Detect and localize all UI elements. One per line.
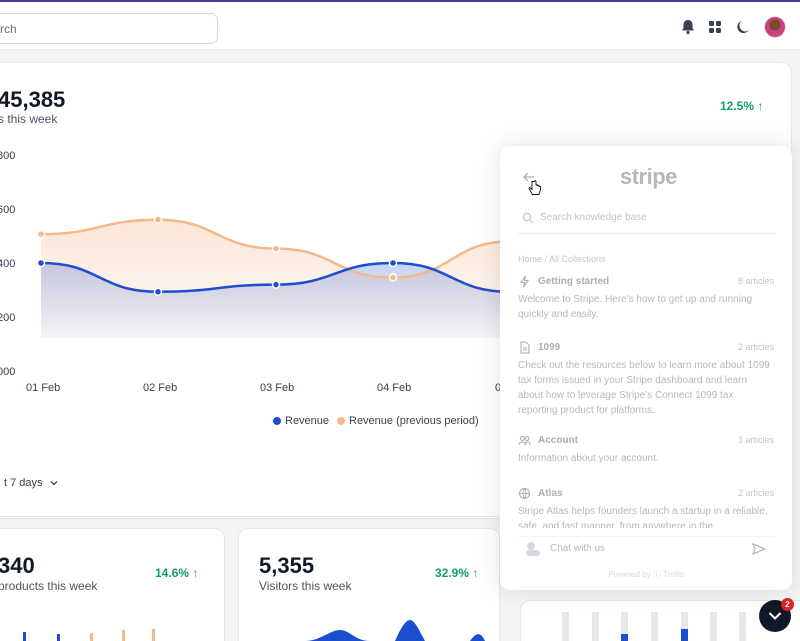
y-tick-label: 000	[0, 366, 16, 378]
users-icon	[518, 435, 531, 446]
chevron-down-icon	[50, 481, 57, 486]
products-value: 340	[0, 553, 35, 578]
mini-area	[395, 620, 425, 641]
collection-description: Information about your account.	[518, 453, 659, 464]
collection-count: 3 articles	[737, 435, 774, 445]
moon-icon[interactable]	[733, 17, 753, 37]
y-tick-label: 200	[0, 312, 16, 324]
mini-bar-track	[710, 612, 717, 641]
bell-icon[interactable]	[678, 17, 698, 37]
top-bar: rch	[0, 0, 800, 50]
mini-charts	[23, 620, 485, 641]
x-tick-label: 04 Feb	[377, 382, 412, 394]
range-selector[interactable]: t 7 days	[4, 477, 59, 489]
search-icon	[522, 212, 534, 224]
mini-bar	[90, 633, 93, 641]
notification-badge: 2	[781, 598, 794, 611]
mini-bar	[57, 634, 60, 641]
search-placeholder: rch	[0, 22, 17, 36]
products-stat-card: 340 products this week 14.6% ↑	[0, 528, 225, 641]
legend-label: Revenue (previous period)	[349, 415, 479, 427]
collection-title: Getting started	[538, 276, 610, 287]
search-input[interactable]: rch	[0, 13, 218, 44]
collection-count: 2 articles	[737, 488, 774, 498]
revenue-caption: s this week	[0, 112, 58, 126]
knowledge-search-input[interactable]: Search knowledge base	[518, 204, 776, 234]
mini-bar	[122, 630, 125, 641]
collection-description: Welcome to Stripe. Here's how to get up …	[518, 294, 753, 320]
stripe-logo: stripe	[620, 164, 677, 189]
apps-grid-icon[interactable]	[705, 17, 725, 37]
legend-revenue[interactable]: Revenue	[273, 415, 329, 427]
document-icon	[520, 341, 530, 354]
collection-atlas[interactable]: Atlas 2 articles Stripe Atlas helps foun…	[518, 488, 774, 528]
globe-icon	[518, 488, 531, 500]
mini-bar	[23, 632, 26, 641]
help-widget: stripe Search knowledge base Home / All …	[500, 146, 792, 590]
breadcrumb[interactable]: Home / All Collections	[518, 254, 606, 264]
collection-title: Atlas	[538, 488, 563, 499]
mini-area	[470, 634, 485, 641]
y-tick-label: 400	[0, 258, 16, 270]
hand-cursor-icon	[528, 180, 541, 195]
mini-bar	[681, 629, 688, 641]
collection-description: Check out the resources below to learn m…	[518, 360, 770, 416]
x-tick-label: 0	[495, 382, 502, 394]
revenue-total: 45,385	[0, 87, 66, 112]
powered-by: Powered by ⓘ Trellis	[608, 570, 684, 579]
mini-bar	[152, 629, 155, 641]
visitors-value: 5,355	[259, 553, 315, 578]
chat-with-us-button[interactable]: Chat with us	[550, 543, 606, 554]
team-avatars-icon	[526, 542, 540, 556]
legend-dot	[273, 417, 281, 425]
collection-count: 2 articles	[737, 342, 774, 352]
mini-bar	[621, 634, 628, 641]
y-tick-label: 800	[0, 150, 16, 162]
card-divider	[0, 516, 541, 517]
collection-title: 1099	[538, 342, 561, 353]
widget-content: stripe Search knowledge base Home / All …	[500, 146, 792, 590]
knowledge-search-placeholder: Search knowledge base	[540, 212, 647, 223]
products-caption: products this week	[0, 579, 98, 593]
chevron-down-icon	[768, 612, 782, 620]
legend-dot	[337, 417, 345, 425]
x-tick-label: 03 Feb	[260, 382, 295, 394]
chat-launcher-button[interactable]	[759, 600, 791, 632]
mini-bar-track	[592, 612, 599, 641]
mini-bars-right	[562, 612, 746, 641]
x-tick-label: 01 Feb	[26, 382, 61, 394]
collection-getting-started[interactable]: Getting started 8 articles Welcome to St…	[518, 275, 774, 326]
visitors-stat-card: 5,355 Visitors this week 32.9% ↑	[238, 528, 500, 641]
collection-description: Stripe Atlas helps founders launch a sta…	[518, 506, 768, 528]
bolt-icon	[519, 275, 530, 288]
user-avatar[interactable]	[764, 16, 786, 38]
mini-area	[305, 630, 370, 641]
visitors-change: 32.9% ↑	[435, 566, 479, 580]
visitors-caption: Visitors this week	[259, 579, 352, 593]
x-tick-label: 02 Feb	[143, 382, 178, 394]
mini-bar-track	[651, 612, 658, 641]
legend-revenue-previous[interactable]: Revenue (previous period)	[337, 415, 479, 427]
range-label: t 7 days	[4, 477, 43, 489]
send-icon[interactable]	[752, 542, 766, 556]
collection-count: 8 articles	[737, 276, 774, 286]
mini-bar-track	[621, 612, 628, 641]
revenue-change: 12.5% ↑	[720, 99, 764, 113]
collection-title: Account	[538, 435, 578, 446]
y-tick-label: 600	[0, 204, 16, 216]
legend-label: Revenue	[285, 415, 330, 427]
mini-bar-track	[562, 612, 569, 641]
back-arrow-icon[interactable]	[522, 170, 536, 184]
collection-account[interactable]: Account 3 articles Information about you…	[518, 435, 774, 467]
collection-1099[interactable]: 1099 2 articles Check out the resources …	[518, 341, 774, 422]
widget-footer-divider	[518, 536, 774, 537]
mini-bar-track	[681, 612, 688, 641]
mini-bar-track	[739, 612, 746, 641]
products-change: 14.6% ↑	[155, 566, 199, 580]
